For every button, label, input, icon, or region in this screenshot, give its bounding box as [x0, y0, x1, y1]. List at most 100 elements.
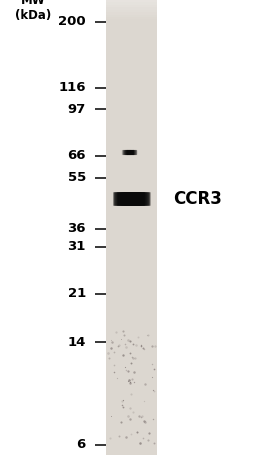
Point	[137, 412, 142, 420]
Text: 31: 31	[67, 240, 86, 253]
Point	[129, 390, 133, 397]
Text: 36: 36	[67, 222, 86, 235]
Point	[152, 440, 156, 447]
Point	[115, 374, 120, 382]
Point	[143, 380, 147, 387]
Text: 55: 55	[68, 171, 86, 184]
Point	[135, 428, 139, 435]
Text: CCR3: CCR3	[173, 190, 222, 208]
Point	[151, 415, 155, 423]
Bar	[106, 12, 157, 15]
Point	[121, 327, 125, 334]
Point	[139, 413, 143, 420]
Point	[114, 329, 118, 336]
Text: 66: 66	[67, 149, 86, 162]
Point	[112, 368, 116, 375]
Point	[136, 334, 141, 341]
Bar	[106, 7, 157, 10]
Point	[117, 433, 121, 440]
Point	[121, 396, 125, 404]
Point	[142, 346, 146, 353]
Text: 200: 200	[58, 15, 86, 29]
Point	[108, 434, 112, 441]
Text: 6: 6	[77, 438, 86, 451]
Point	[139, 342, 143, 349]
Point	[134, 342, 138, 349]
Point	[110, 339, 114, 346]
Point	[138, 342, 143, 349]
Point	[126, 336, 130, 343]
Point	[150, 373, 154, 380]
Point	[152, 365, 156, 373]
Point	[132, 368, 136, 375]
Point	[109, 336, 113, 344]
Point	[153, 343, 157, 350]
Bar	[106, 15, 157, 17]
Point	[152, 387, 156, 394]
Point	[146, 436, 151, 444]
Bar	[106, 0, 157, 2]
Bar	[106, 10, 157, 12]
Point	[119, 335, 123, 343]
Text: 21: 21	[68, 287, 86, 300]
Point	[123, 340, 127, 347]
Point	[141, 435, 145, 442]
Point	[121, 404, 125, 411]
Point	[127, 404, 132, 412]
Point	[109, 344, 113, 351]
Text: 14: 14	[67, 336, 86, 349]
Point	[107, 355, 111, 362]
Point	[143, 419, 147, 426]
Point	[127, 376, 131, 384]
Point	[130, 353, 134, 360]
Point	[128, 379, 132, 387]
Text: MW
(kDa): MW (kDa)	[15, 0, 51, 22]
Point	[124, 366, 128, 374]
Bar	[106, 0, 157, 455]
Text: 116: 116	[58, 81, 86, 94]
Point	[116, 343, 120, 350]
Point	[138, 440, 142, 447]
Point	[126, 412, 130, 420]
Point	[120, 397, 124, 404]
Point	[146, 331, 150, 338]
Point	[142, 418, 146, 425]
Point	[142, 397, 146, 404]
Point	[127, 349, 132, 357]
Point	[105, 349, 110, 357]
Bar	[106, 5, 157, 7]
Point	[119, 418, 123, 425]
Point	[145, 331, 149, 339]
Point	[150, 360, 154, 368]
Point	[112, 361, 116, 369]
Point	[133, 355, 137, 362]
Point	[131, 354, 135, 361]
Point	[122, 331, 126, 338]
Point	[132, 379, 136, 386]
Point	[123, 344, 127, 351]
Point	[128, 338, 132, 345]
Point	[117, 341, 121, 349]
Point	[147, 430, 151, 437]
Point	[121, 351, 125, 359]
Point	[129, 431, 133, 438]
Point	[124, 433, 128, 440]
Point	[125, 367, 130, 374]
Text: 97: 97	[68, 103, 86, 116]
Point	[129, 359, 133, 367]
Bar	[106, 2, 157, 5]
Point	[131, 340, 135, 348]
Point	[141, 344, 145, 352]
Point	[123, 363, 127, 370]
Point	[130, 375, 134, 382]
Point	[109, 413, 113, 420]
Point	[112, 349, 116, 356]
Point	[128, 379, 132, 386]
Bar	[106, 17, 157, 20]
Point	[120, 402, 124, 409]
Point	[129, 415, 133, 423]
Point	[150, 343, 154, 350]
Point	[126, 377, 130, 384]
Point	[152, 386, 156, 394]
Point	[131, 408, 135, 415]
